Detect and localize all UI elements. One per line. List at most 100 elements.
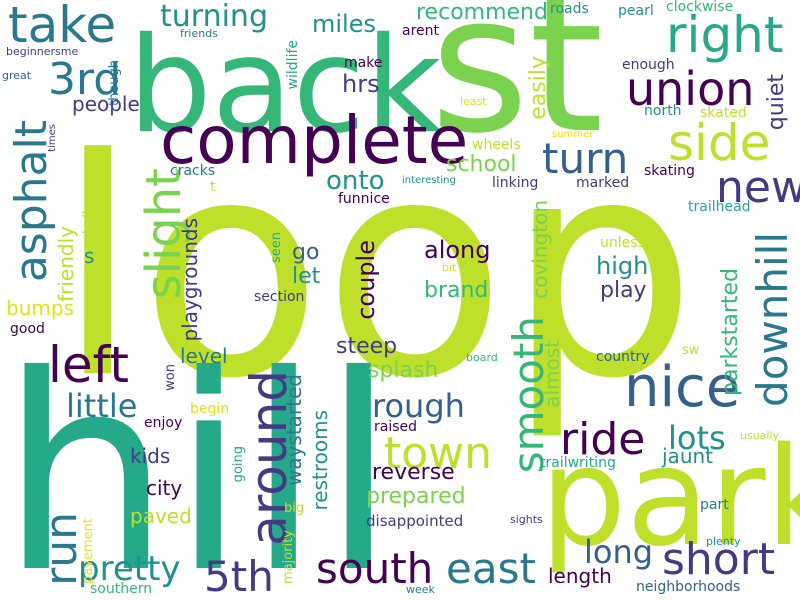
word-hill: hill <box>0 317 397 600</box>
word-covington: covington <box>528 200 552 299</box>
word-wheels: wheels <box>472 137 521 153</box>
word-city: city <box>146 476 183 500</box>
word-right: right <box>666 6 784 64</box>
word-jaunt: jaunt <box>662 444 714 468</box>
word-pretty: pretty <box>78 549 181 589</box>
word-north: north <box>644 103 682 119</box>
word-neighborhoods: neighborhoods <box>636 579 741 595</box>
word-school: school <box>446 152 517 177</box>
word-great: great <box>2 69 32 82</box>
word-funnice: funnice <box>338 191 390 207</box>
word-trailwriting: trailwriting <box>540 455 616 471</box>
word-s: s <box>84 244 95 268</box>
word-friendly: friendly <box>54 226 78 302</box>
word-quiet: quiet <box>764 74 789 131</box>
word-skated: skated <box>700 105 747 121</box>
word-skating: skating <box>644 163 695 179</box>
word-take: take <box>8 0 117 54</box>
word-good: good <box>10 321 45 337</box>
word-lots: lots <box>668 419 726 457</box>
word-waystarted: waystarted <box>282 374 306 487</box>
word-paved: paved <box>130 504 192 528</box>
word-begin: begin <box>190 401 230 417</box>
word-recommend: recommend <box>416 0 548 25</box>
word-though: though <box>107 60 122 107</box>
word-t: t <box>210 179 216 195</box>
word-rough: rough <box>372 387 465 425</box>
word-restrooms: restrooms <box>308 410 332 511</box>
word-section: section <box>254 289 305 305</box>
word-prepared: prepared <box>366 484 466 509</box>
word-usually: usually <box>740 429 780 442</box>
word-loop: loop <box>56 95 697 444</box>
word-short: short <box>662 534 776 585</box>
word-hrs: hrs <box>342 70 380 98</box>
word-bumps: bumps <box>6 296 74 320</box>
word-side: side <box>668 114 771 172</box>
word-trailhead: trailhead <box>688 199 751 215</box>
word-country: country <box>596 349 650 365</box>
word-seen: seen <box>269 232 284 264</box>
word-southern: southern <box>90 581 153 597</box>
word-go: go <box>292 240 320 265</box>
word-nice: nice <box>624 355 741 420</box>
word-easily: easily <box>526 56 551 120</box>
word-almost: almost <box>540 340 564 408</box>
word-board: board <box>466 351 498 364</box>
word-arent: arent <box>402 23 440 39</box>
word-steep: steep <box>336 334 398 359</box>
word-kids: kids <box>130 444 171 468</box>
word-people: people <box>72 92 140 116</box>
word-least: least <box>460 95 487 108</box>
word-beginnersme: beginnersme <box>6 45 79 58</box>
word-high: high <box>596 252 649 280</box>
word-linking: linking <box>492 175 539 191</box>
word-length: length <box>548 564 612 588</box>
word-wildlife: wildlife <box>285 40 301 90</box>
word-challenge: challenge <box>81 178 96 242</box>
word-turn: turn <box>542 134 629 183</box>
word-st: st <box>430 0 604 175</box>
word-enough: enough <box>622 57 675 73</box>
word-splash: splash <box>368 358 439 383</box>
word-town: town <box>384 428 493 479</box>
word-park: park <box>540 419 800 577</box>
word-plenty: plenty <box>706 535 741 548</box>
word-let: let <box>292 264 321 289</box>
word-raised: raised <box>374 419 418 435</box>
word-bit: bit <box>442 261 457 274</box>
word-little: little <box>66 387 138 425</box>
word-miles: miles <box>312 10 376 38</box>
word-south: south <box>316 544 434 593</box>
word-union: union <box>626 62 755 116</box>
word-sights: sights <box>510 513 543 526</box>
word-3rd: 3rd <box>48 54 122 105</box>
word-along: along <box>424 236 491 264</box>
word-long: long <box>584 533 654 571</box>
word-week: week <box>406 583 435 596</box>
word-back: back <box>128 9 442 163</box>
word-roads: roads <box>550 1 589 17</box>
word-unless: unless <box>600 235 645 251</box>
word-downhill: downhill <box>748 232 797 407</box>
word-left: left <box>48 336 129 394</box>
word-turning: turning <box>160 0 268 34</box>
word-east: east <box>446 544 536 593</box>
word-reverse: reverse <box>372 460 455 485</box>
word-parkstarted: parkstarted <box>718 268 743 396</box>
word-cracks: cracks <box>170 163 216 179</box>
word-enjoy: enjoy <box>144 415 183 431</box>
word-sw: sw <box>682 343 700 358</box>
word-marked: marked <box>576 175 630 191</box>
word-make: make <box>344 55 383 71</box>
word-big: big <box>284 501 305 516</box>
word-level: level <box>180 344 228 368</box>
word-clockwise: clockwise <box>666 0 734 15</box>
word-pavement: pavement <box>81 518 96 584</box>
word-interesting: interesting <box>402 175 456 186</box>
word-majority: majority <box>281 530 296 584</box>
word-pearl: pearl <box>618 3 654 19</box>
word-times: times <box>47 124 58 152</box>
word-complete: complete <box>160 102 469 179</box>
